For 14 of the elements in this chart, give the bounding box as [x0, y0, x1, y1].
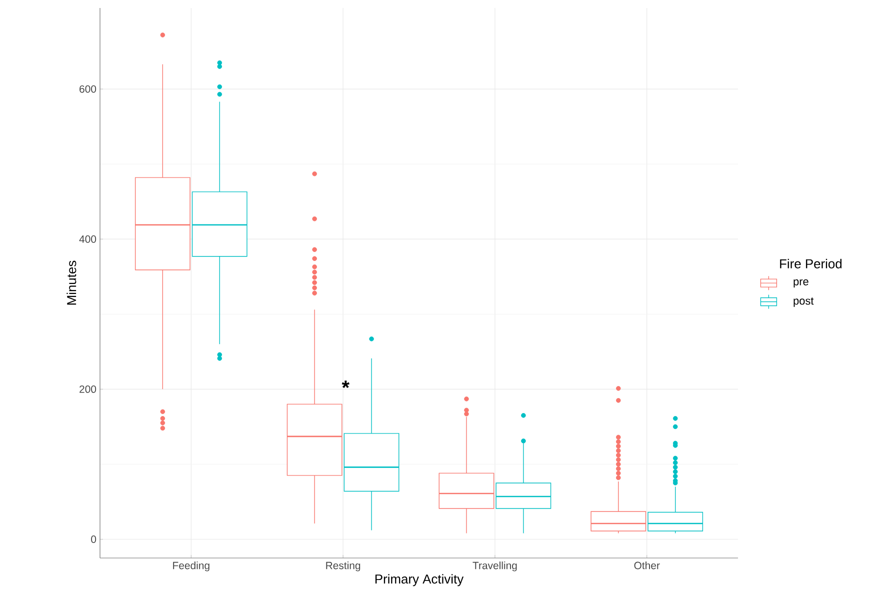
x-tick-label: Feeding	[173, 562, 210, 572]
y-tick-label: 0	[91, 536, 96, 543]
x-tick-label: Resting	[326, 562, 360, 572]
legend-title: Fire Period	[780, 258, 842, 268]
x-axis-title: Primary Activity	[375, 574, 464, 586]
y-tick-label: 200	[80, 385, 96, 393]
y-axis-title: Minutes	[66, 260, 76, 305]
legend-label: post	[794, 297, 814, 307]
legend-label: pre	[794, 279, 808, 288]
x-tick-label: Travelling	[472, 562, 517, 572]
y-tick-label: 600	[80, 85, 96, 93]
annotation: *	[342, 380, 350, 388]
x-tick-label: Other	[634, 562, 660, 570]
y-tick-label: 400	[79, 235, 96, 243]
